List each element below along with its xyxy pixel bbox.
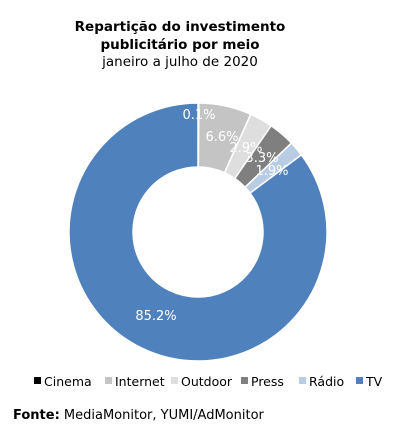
slice-label-radio: 1.9% bbox=[255, 164, 288, 179]
legend-swatch-press bbox=[241, 377, 248, 384]
chart-subtitle: janeiro a julho de 2020 bbox=[101, 54, 258, 70]
source-text: MediaMonitor, YUMI/AdMonitor bbox=[63, 408, 264, 423]
slice-labels: 0.1% 6.6%2.9%3.3%1.9% 85.2% bbox=[135, 108, 288, 324]
legend-label-outdoor: Outdoor bbox=[181, 374, 233, 389]
chart-title-line-1: Repartição do investimento bbox=[75, 19, 286, 35]
legend-swatch-cinema bbox=[34, 377, 41, 384]
donut-slices bbox=[68, 102, 328, 362]
legend-swatch-outdoor bbox=[171, 377, 178, 384]
legend: Cinema Internet Outdoor Press Rádio TV bbox=[34, 374, 383, 389]
donut-chart: Repartição do investimento publicitário … bbox=[34, 19, 383, 389]
slice-label-internet: 6.6% bbox=[205, 130, 238, 145]
slice-label-outdoor: 2.9% bbox=[229, 141, 262, 156]
slice-label-tv: 85.2% bbox=[135, 309, 176, 324]
legend-label-press: Press bbox=[251, 374, 284, 389]
slice-label-cinema: 0.1% bbox=[182, 108, 215, 123]
legend-label-radio: Rádio bbox=[309, 374, 344, 389]
slice-tv bbox=[68, 102, 328, 362]
source-label: Fonte: bbox=[13, 408, 60, 423]
source-note: Fonte: MediaMonitor, YUMI/AdMonitor bbox=[13, 408, 264, 423]
legend-label-tv: TV bbox=[365, 374, 383, 389]
slice-label-press: 3.3% bbox=[245, 151, 278, 166]
legend-label-cinema: Cinema bbox=[44, 374, 92, 389]
legend-swatch-tv bbox=[356, 377, 363, 384]
legend-swatch-internet bbox=[105, 377, 112, 384]
legend-swatch-radio bbox=[299, 377, 306, 384]
chart-title-line-2: publicitário por meio bbox=[100, 37, 259, 53]
legend-label-internet: Internet bbox=[115, 374, 165, 389]
